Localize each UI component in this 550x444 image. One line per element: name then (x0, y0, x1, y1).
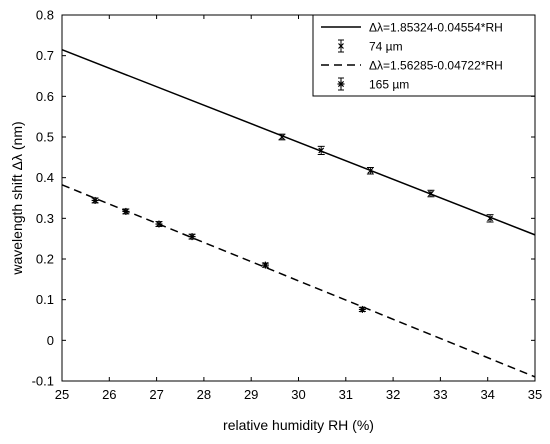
y-tick-label: 0.5 (36, 130, 54, 145)
marker-stroke (428, 190, 434, 197)
data-point (366, 167, 374, 175)
y-tick-label: 0.1 (36, 292, 54, 307)
y-tick-label: 0 (47, 333, 54, 348)
x-tick-label: 35 (528, 387, 542, 402)
data-point (261, 261, 269, 269)
legend-label: 165 µm (369, 78, 409, 92)
x-tick-label: 32 (386, 387, 400, 402)
plot-frame (61, 14, 536, 382)
marker-stroke (279, 134, 285, 140)
x-tick-label: 33 (433, 387, 447, 402)
y-tick-label: -0.1 (32, 374, 54, 389)
y-tick-label: 0.6 (36, 89, 54, 104)
data-point (122, 207, 130, 215)
y-tick-label: 0.2 (36, 252, 54, 267)
data-point (91, 196, 99, 204)
x-tick-label: 28 (197, 387, 211, 402)
x-tick-label: 30 (291, 387, 305, 402)
data-point (427, 189, 435, 198)
data-point (155, 220, 163, 228)
marker-stroke (367, 167, 374, 174)
legend-label: Δλ=1.56285-0.04722*RH (369, 59, 503, 73)
x-tick-label: 31 (339, 387, 353, 402)
legend: Δλ=1.85324-0.04554*RH 74 µm Δλ=1.56285-0.0… (312, 14, 536, 97)
y-axis-title: wavelength shift Δλ (nm) (9, 121, 25, 275)
fit-line-solid (61, 48, 536, 236)
data-points (91, 133, 494, 313)
data-point (486, 214, 494, 223)
y-tick-label: 0.4 (36, 170, 54, 185)
fit-lines (61, 48, 536, 378)
x-tick-label: 25 (55, 387, 69, 402)
y-tick-label: 0.7 (36, 48, 54, 63)
legend-marker-swatch (338, 39, 344, 53)
marker-stroke (318, 147, 325, 154)
x-tick-label: 27 (149, 387, 163, 402)
x-tick-label: 29 (244, 387, 258, 402)
data-point (188, 233, 196, 241)
marker-stroke (338, 43, 344, 49)
x-tick-label: 34 (480, 387, 494, 402)
fit-line-dashed (61, 184, 536, 378)
x-tick-label: 26 (102, 387, 116, 402)
legend-label: 74 µm (369, 40, 403, 54)
marker-stroke (487, 215, 493, 222)
x-axis-title: relative humidity RH (%) (223, 417, 374, 433)
legend-label: Δλ=1.85324-0.04554*RH (369, 21, 503, 35)
data-point (278, 133, 286, 141)
y-tick-label: 0.3 (36, 211, 54, 226)
legend-box (312, 14, 536, 97)
legend-marker-swatch (337, 77, 345, 91)
data-point (317, 145, 325, 155)
data-point (358, 305, 366, 313)
y-tick-label: 0.8 (36, 8, 54, 23)
tick-labels: 25 26 27 28 29 30 31 32 33 34 35 -0.1 0 0.1 0.2 0.3 0.4 0… (32, 8, 543, 403)
